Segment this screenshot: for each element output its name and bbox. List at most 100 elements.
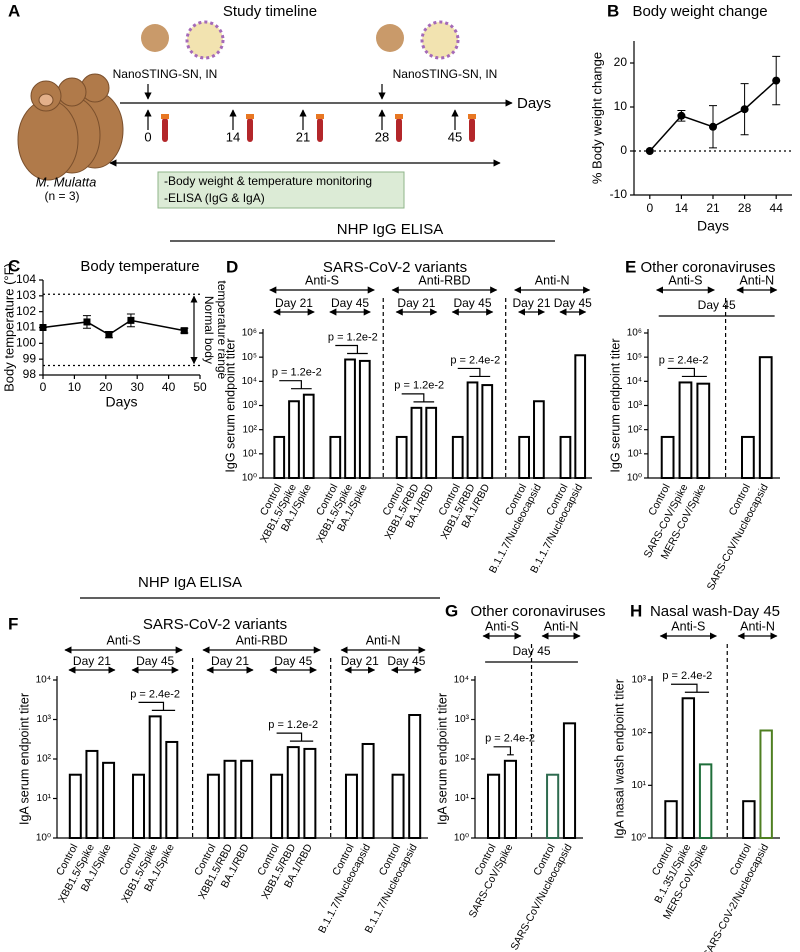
y-tick-label: 10¹ — [243, 448, 258, 459]
blood-tube — [469, 118, 475, 142]
p-value: p = 2.4e-2 — [662, 670, 712, 682]
y-axis-label: IgG serum endpoint titer — [608, 338, 622, 472]
y-tick-label: 101 — [16, 320, 36, 334]
bar — [391, 773, 405, 839]
day-label: Day 21 — [512, 296, 550, 310]
y-tick-label: -10 — [610, 187, 628, 201]
data-point — [39, 324, 47, 331]
tube-cap — [246, 114, 254, 119]
significance-bracket — [667, 367, 707, 378]
x-axis-label: Days — [697, 218, 729, 234]
bar — [132, 773, 146, 839]
panel-title: Body temperature — [80, 258, 199, 275]
y-tick-label: 10⁰ — [242, 473, 257, 484]
timeline-panel: A Study timeline NanoSTING-SN, IN NanoST… — [8, 1, 551, 209]
antigen-label: Anti-S — [668, 273, 702, 287]
y-tick-label: 10³ — [628, 400, 643, 411]
bar — [425, 406, 438, 479]
antigen-label: Anti-S — [671, 619, 705, 633]
y-tick-label: 10⁰ — [627, 473, 642, 484]
monkeys — [17, 73, 124, 181]
bar — [85, 749, 99, 839]
y-tick-label: 10⁶ — [627, 328, 642, 339]
y-tick-label: 10⁴ — [242, 376, 257, 387]
y-axis-label: % Body weight change — [589, 52, 604, 184]
bar — [660, 435, 675, 479]
y-tick-label: 10² — [243, 424, 258, 435]
x-tick-label: 0 — [40, 380, 47, 394]
antigen-label: Anti-S — [107, 633, 141, 647]
panel-letter: A — [8, 1, 20, 20]
bar — [303, 747, 317, 840]
bar — [329, 435, 342, 479]
y-tick-label: 10¹ — [37, 793, 52, 804]
bar — [270, 773, 284, 839]
y-tick-label: 98 — [23, 367, 37, 381]
bar — [102, 761, 116, 839]
y-tick-label: 10³ — [37, 714, 52, 725]
x-tick-label: 50 — [193, 380, 207, 394]
x-tick-label: 21 — [706, 201, 720, 215]
section-heading: NHP IgG ELISA — [337, 221, 443, 238]
y-tick-label: 10⁰ — [454, 833, 469, 844]
bar — [518, 435, 531, 479]
dose-label: NanoSTING-SN, IN — [393, 67, 498, 81]
y-tick-label: 10⁰ — [631, 833, 646, 844]
significance-bracket — [335, 344, 368, 355]
y-tick-label: 10⁶ — [242, 328, 257, 339]
day-label: Day 45 — [554, 296, 592, 310]
bar — [273, 435, 286, 479]
bar — [466, 381, 479, 480]
day-label: Day 45 — [331, 296, 369, 310]
day-label: 45 — [448, 129, 462, 144]
y-tick-label: 10³ — [632, 675, 647, 686]
y-tick-label: 103 — [16, 288, 36, 302]
y-tick-label: 10⁴ — [36, 675, 51, 686]
antigen-label: Anti-N — [366, 633, 401, 647]
x-axis-label: Days — [106, 394, 138, 410]
data-point — [105, 331, 113, 339]
bar — [533, 400, 545, 480]
bar — [681, 697, 696, 840]
section-heading: NHP IgA ELISA — [138, 574, 242, 591]
group-size: (n = 3) — [44, 189, 79, 203]
panel-title: SARS-CoV-2 variants — [323, 259, 467, 276]
tube-cap — [395, 114, 403, 119]
y-tick-label: 99 — [23, 351, 37, 365]
data-point — [127, 316, 135, 324]
x-tick-label: 20 — [99, 380, 113, 394]
panel-title: Other coronaviruses — [470, 603, 605, 620]
day-label: 0 — [144, 129, 151, 144]
bar — [574, 354, 587, 479]
bar — [240, 759, 254, 840]
panel-letter: H — [630, 601, 642, 620]
bar — [410, 406, 423, 479]
day-label: 28 — [375, 129, 389, 144]
day-label: 21 — [296, 129, 310, 144]
bar — [758, 356, 773, 479]
data-point — [677, 111, 686, 120]
y-tick-label: 10² — [632, 727, 647, 738]
y-axis-label: IgG serum endpoint titer — [223, 338, 237, 472]
data-line — [42, 319, 185, 336]
p-value: p = 1.2e-2 — [328, 331, 378, 343]
significance-bracket — [276, 732, 314, 742]
bar — [742, 800, 756, 839]
data-point — [83, 318, 91, 326]
y-tick-label: 10¹ — [632, 780, 647, 791]
panel-title: Body weight change — [632, 3, 767, 20]
p-value: p = 2.4e-2 — [659, 354, 709, 366]
antigen-label: Anti-RBD — [236, 633, 288, 647]
panel-letter: D — [226, 257, 238, 276]
bar — [559, 435, 572, 479]
data-point — [180, 327, 188, 335]
y-tick-label: 10² — [37, 754, 52, 765]
bar — [759, 729, 773, 839]
bar — [546, 773, 560, 839]
y-tick-label: 10⁴ — [627, 376, 642, 387]
y-tick-label: 10² — [628, 424, 643, 435]
bar — [344, 773, 358, 839]
panel-letter: B — [607, 1, 619, 20]
y-tick-label: 10¹ — [455, 793, 470, 804]
